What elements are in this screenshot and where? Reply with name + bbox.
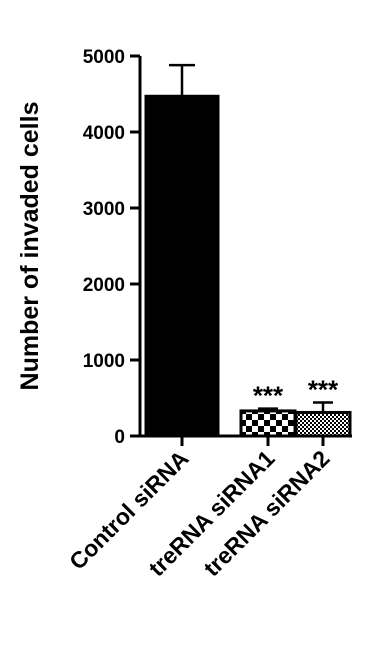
y-tick-label-3: 3000	[83, 199, 125, 220]
y-axis-title: Number of invaded cells	[16, 102, 44, 391]
significance-label-2: ***	[253, 381, 284, 411]
significance-label-3: ***	[308, 375, 339, 405]
bar-1	[144, 94, 220, 438]
y-tick-label-4: 4000	[83, 123, 125, 144]
bar-2	[239, 409, 297, 438]
y-tick-label-0: 0	[114, 427, 125, 448]
plot-area	[130, 54, 352, 446]
y-tick-label-1: 1000	[83, 351, 125, 372]
y-tick-label-5: 5000	[83, 47, 125, 68]
bar-3	[294, 410, 352, 438]
y-tick-label-2: 2000	[83, 275, 125, 296]
